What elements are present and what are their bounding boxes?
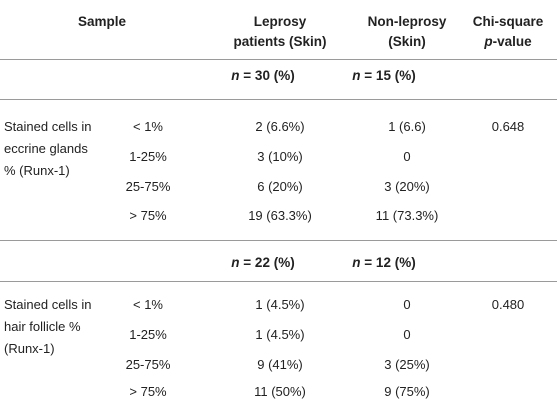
section-2-rule bbox=[0, 240, 557, 241]
nonleprosy-cell: 9 (75%) bbox=[384, 384, 430, 399]
range-cell: < 1% bbox=[133, 119, 163, 134]
p-value-variable: p bbox=[484, 34, 493, 49]
n-value: = 12 (%) bbox=[360, 255, 416, 270]
p-value-2: 0.480 bbox=[491, 297, 525, 312]
leprosy-cell: 19 (63.3%) bbox=[248, 208, 312, 223]
nonleprosy-cell: 0 bbox=[403, 297, 411, 312]
leprosy-cell: 1 (4.5%) bbox=[255, 327, 305, 342]
header-leprosy-line2: patients (Skin) bbox=[233, 34, 327, 49]
sample-label-1-line2: eccrine glands bbox=[4, 141, 88, 156]
p-value-1: 0.648 bbox=[491, 119, 525, 134]
sample-label-1-line1: Stained cells in bbox=[4, 119, 92, 134]
n-symbol: n bbox=[352, 255, 361, 270]
header-leprosy-line1: Leprosy bbox=[253, 14, 307, 29]
range-cell: > 75% bbox=[129, 208, 167, 223]
range-cell: < 1% bbox=[133, 297, 163, 312]
leprosy-cell: 6 (20%) bbox=[257, 179, 303, 194]
sample-label-2-line1: Stained cells in bbox=[4, 297, 92, 312]
section-2-sub-rule bbox=[0, 281, 557, 282]
header-nonleprosy-line1: Non-leprosy bbox=[367, 14, 447, 29]
leprosy-cell: 1 (4.5%) bbox=[255, 297, 305, 312]
sample-label-1-line3: % (Runx-1) bbox=[4, 163, 70, 178]
nonleprosy-cell: 3 (25%) bbox=[384, 357, 430, 372]
n-symbol: n bbox=[231, 255, 240, 270]
range-cell: 1-25% bbox=[129, 149, 167, 164]
p-value-suffix: -value bbox=[492, 34, 532, 49]
section-1-rule bbox=[0, 99, 557, 100]
sample-label-2-line3: (Runx-1) bbox=[4, 341, 55, 356]
leprosy-cell: 3 (10%) bbox=[257, 149, 303, 164]
n-nonleprosy-2: n = 12 (%) bbox=[352, 253, 415, 272]
header-nonleprosy-line2: (Skin) bbox=[388, 34, 426, 49]
n-value: = 15 (%) bbox=[360, 68, 416, 83]
nonleprosy-cell: 11 (73.3%) bbox=[375, 208, 439, 223]
nonleprosy-cell: 0 bbox=[403, 327, 411, 342]
n-value: = 30 (%) bbox=[239, 68, 295, 83]
range-cell: 1-25% bbox=[129, 327, 167, 342]
n-value: = 22 (%) bbox=[239, 255, 295, 270]
leprosy-cell: 11 (50%) bbox=[254, 384, 306, 399]
header-p-value: p-value bbox=[484, 32, 531, 51]
header-sub-rule bbox=[0, 59, 557, 60]
n-leprosy-2: n = 22 (%) bbox=[231, 253, 294, 272]
n-leprosy-1: n = 30 (%) bbox=[231, 66, 294, 85]
header-chi-square: Chi-square bbox=[472, 14, 544, 29]
range-cell: > 75% bbox=[129, 384, 167, 399]
nonleprosy-cell: 0 bbox=[403, 149, 411, 164]
leprosy-cell: 9 (41%) bbox=[257, 357, 303, 372]
n-nonleprosy-1: n = 15 (%) bbox=[352, 66, 415, 85]
range-cell: 25-75% bbox=[125, 179, 171, 194]
sample-label-2-line2: hair follicle % bbox=[4, 319, 81, 334]
n-symbol: n bbox=[352, 68, 361, 83]
nonleprosy-cell: 3 (20%) bbox=[384, 179, 430, 194]
range-cell: 25-75% bbox=[125, 357, 171, 372]
n-symbol: n bbox=[231, 68, 240, 83]
nonleprosy-cell: 1 (6.6) bbox=[388, 119, 426, 134]
leprosy-cell: 2 (6.6%) bbox=[255, 119, 305, 134]
header-sample: Sample bbox=[77, 14, 127, 29]
